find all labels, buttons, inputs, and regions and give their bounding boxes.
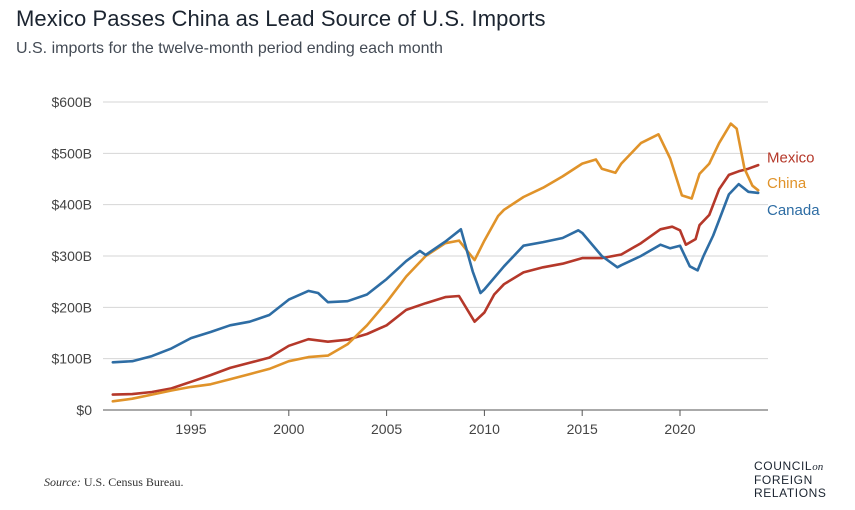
y-axis-ticks: $0 $100B $200B $300B $400B $500B $600B: [52, 94, 93, 418]
x-tick-label: 2005: [371, 421, 402, 437]
logo-line1-small: on: [812, 461, 824, 473]
x-tick-label: 2015: [567, 421, 598, 437]
y-tick-label: $400B: [52, 197, 92, 213]
y-tick-label: $300B: [52, 248, 92, 264]
series-labels: Mexico China Canada: [767, 150, 820, 219]
series-line-canada: [111, 182, 760, 364]
y-tick-label: $100B: [52, 351, 92, 367]
y-tick-label: $200B: [52, 299, 92, 315]
series-label-mexico: Mexico: [767, 150, 815, 167]
y-tick-label: $0: [76, 402, 92, 418]
logo-line3: RELATIONS: [754, 486, 827, 500]
x-axis-ticks: 1995 2000 2005 2010 2015 2020: [175, 410, 696, 437]
series-lines: [111, 122, 760, 403]
chart-subtitle: U.S. imports for the twelve-month period…: [16, 40, 443, 57]
y-tick-label: $600B: [52, 94, 92, 110]
source-note: Source: U.S. Census Bureau.: [44, 475, 184, 490]
x-tick-label: 2000: [273, 421, 304, 437]
y-tick-label: $500B: [52, 145, 92, 161]
source-label: Source:: [44, 475, 81, 489]
series-line-china: [111, 122, 760, 403]
chart-title: Mexico Passes China as Lead Source of U.…: [16, 6, 546, 31]
x-tick-label: 2010: [469, 421, 500, 437]
x-tick-label: 1995: [175, 421, 206, 437]
logo-line1: COUNCIL: [754, 459, 813, 473]
series-line-mexico: [111, 163, 760, 396]
cfr-logo: COUNCILon FOREIGN RELATIONS: [754, 460, 844, 500]
source-text: U.S. Census Bureau.: [83, 475, 184, 489]
x-tick-label: 2020: [664, 421, 695, 437]
series-label-china: China: [767, 175, 807, 192]
logo-line2: FOREIGN: [754, 473, 813, 487]
gridlines: [103, 101, 768, 360]
series-label-canada: Canada: [767, 202, 820, 219]
